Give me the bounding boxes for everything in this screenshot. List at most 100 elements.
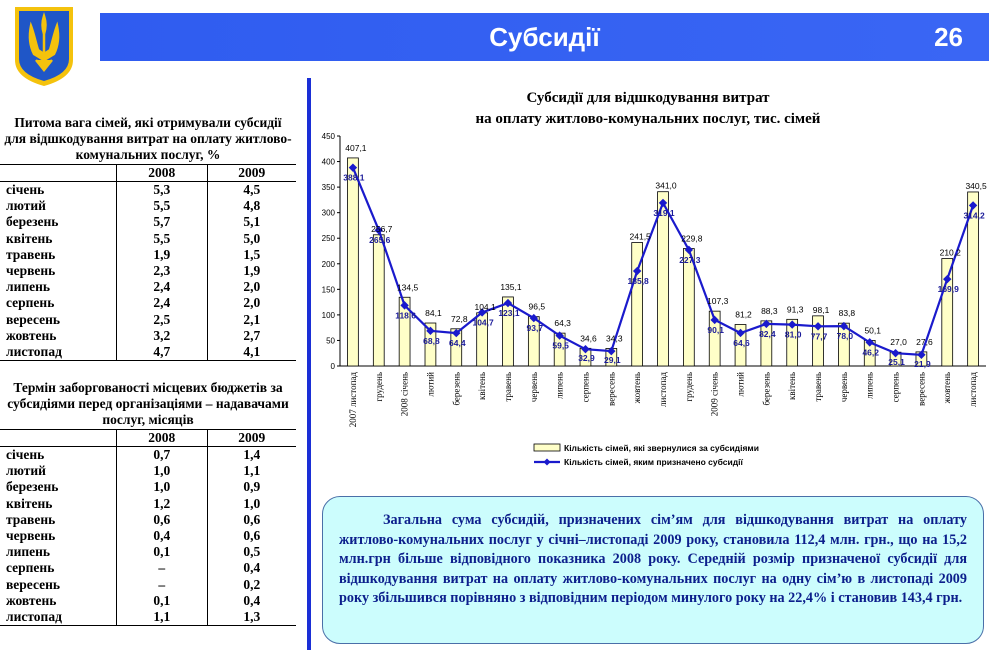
- row-value-2008: 5,5: [116, 198, 208, 215]
- row-month: вересень: [6, 311, 61, 327]
- bar-value-label: 98,1: [813, 305, 830, 315]
- table-row: липень 0,1 0,5: [0, 544, 296, 561]
- bar: [683, 248, 695, 367]
- bar: [450, 328, 463, 367]
- line-value-label: 81,0: [785, 330, 802, 340]
- bar-value-label: 88,3: [761, 306, 778, 316]
- x-tick-label: березень: [451, 372, 461, 406]
- line-value-label: 319,1: [653, 208, 675, 218]
- line-point: [400, 301, 409, 310]
- bar: [398, 296, 411, 367]
- table-row: червень 0,4 0,6: [0, 527, 296, 545]
- row-value-2008: 3,2: [116, 327, 208, 344]
- row-month: квітень: [6, 495, 53, 511]
- row-month: березень: [6, 479, 59, 495]
- table1-header-2009: 2009: [206, 164, 296, 182]
- row-value-2008: 0,1: [116, 592, 208, 609]
- bar-value-label: 72,8: [451, 314, 468, 324]
- table-row: листопад 4,7 4,1: [0, 343, 296, 362]
- bar-value-label: 84,1: [425, 308, 442, 318]
- table-row: січень 5,3 4,5: [0, 181, 296, 199]
- row-value-2008: 1,1: [116, 608, 208, 627]
- row-value-2009: 1,0: [206, 495, 296, 512]
- bar: [708, 310, 721, 367]
- row-month: січень: [6, 182, 45, 198]
- line-value-label: 25,1: [888, 357, 905, 367]
- row-value-2009: 5,1: [206, 214, 296, 231]
- x-tick-label: вересень: [606, 372, 616, 406]
- row-value-2008: 2,4: [116, 279, 208, 296]
- line-point: [736, 328, 745, 338]
- page-number: 26: [934, 22, 963, 52]
- legend-line-marker: [543, 458, 551, 466]
- row-value-2008: –: [116, 560, 208, 577]
- x-tick-label: лютий: [425, 372, 435, 397]
- line-value-label: 314,2: [963, 210, 985, 220]
- row-value-2009: 2,1: [206, 311, 296, 328]
- line-value-label: 90,1: [707, 325, 724, 335]
- bar-value-label: 256,7: [371, 224, 393, 234]
- y-tick-label: 100: [322, 311, 336, 320]
- bar: [502, 296, 514, 367]
- row-month: лютий: [6, 198, 46, 214]
- row-value-2008: 0,6: [116, 511, 208, 528]
- table-row: січень 0,7 1,4: [0, 446, 296, 464]
- x-tick-label: березень: [761, 372, 771, 406]
- row-month: травень: [6, 511, 56, 527]
- line-point: [891, 348, 900, 358]
- x-tick-label: жовтень: [942, 372, 952, 404]
- x-tick-label: червень: [529, 372, 539, 402]
- row-month: лютий: [6, 463, 46, 479]
- row-value-2009: 0,6: [206, 527, 296, 545]
- bar-value-label: 34,6: [580, 333, 597, 343]
- table-row: лютий 5,5 4,8: [0, 198, 296, 215]
- row-month: листопад: [0, 608, 117, 627]
- row-value-2008: 5,5: [116, 230, 208, 247]
- line-point: [839, 321, 849, 331]
- row-month: жовтень: [6, 327, 57, 343]
- chart-title-line1: Субсидії для відшкодування витрат: [526, 90, 770, 106]
- row-value-2009: 2,0: [206, 295, 296, 312]
- y-tick-label: 200: [322, 260, 336, 269]
- bar: [812, 315, 824, 367]
- x-tick-label: травень: [503, 372, 513, 402]
- table-row: березень 1,0 0,9: [0, 479, 296, 496]
- bar-value-label: 64,3: [554, 318, 571, 328]
- row-month: жовтень: [6, 592, 57, 608]
- line-point: [374, 226, 383, 235]
- row-value-2008: 1,0: [116, 463, 208, 480]
- line-point: [762, 319, 771, 329]
- bar-value-label: 81,2: [735, 309, 752, 319]
- line-value-label: 21,9: [914, 359, 931, 369]
- line-value-label: 68,8: [423, 336, 440, 346]
- table-row: вересень 2,5 2,1: [0, 311, 296, 328]
- table-row: жовтень 0,1 0,4: [0, 592, 296, 609]
- row-month: вересень: [6, 576, 61, 592]
- bar: [424, 322, 437, 367]
- bar-value-label: 104,1: [474, 302, 496, 312]
- table-row: квітень 1,2 1,0: [0, 495, 296, 512]
- table-row: квітень 5,5 5,0: [0, 230, 296, 247]
- bar-value-label: 96,5: [529, 302, 546, 312]
- table-row: жовтень 3,2 2,7: [0, 327, 296, 344]
- bar-value-label: 107,3: [707, 296, 729, 306]
- legend-line-label: Кількість сімей, яким призначено субсиді…: [564, 457, 743, 467]
- line-point: [968, 201, 978, 210]
- row-month: березень: [6, 214, 59, 230]
- line-point: [581, 344, 590, 354]
- line-point: [348, 163, 358, 172]
- row-value-2009: 4,8: [206, 198, 296, 215]
- y-tick-label: 150: [322, 285, 336, 294]
- x-tick-label: грудень: [684, 372, 694, 402]
- row-value-2008: 1,0: [116, 479, 208, 496]
- line-point: [426, 326, 435, 336]
- line-value-label: 118,6: [395, 310, 416, 320]
- bar-value-label: 27,6: [916, 337, 933, 347]
- x-tick-label: листопад: [968, 372, 978, 407]
- table-row: лютий 1,0 1,1: [0, 463, 296, 480]
- table-share-families: Питома вага сімей, які отримували субсид…: [0, 115, 296, 362]
- table1: 2008 2009 січень 5,3 4,5 лютий 5,5 4,8 березен…: [0, 164, 296, 362]
- row-value-2009: 4,5: [206, 181, 296, 199]
- line-value-label: 46,2: [862, 347, 879, 357]
- chart-title-line2: на оплату житлово-комунальних послуг, ти…: [475, 111, 821, 127]
